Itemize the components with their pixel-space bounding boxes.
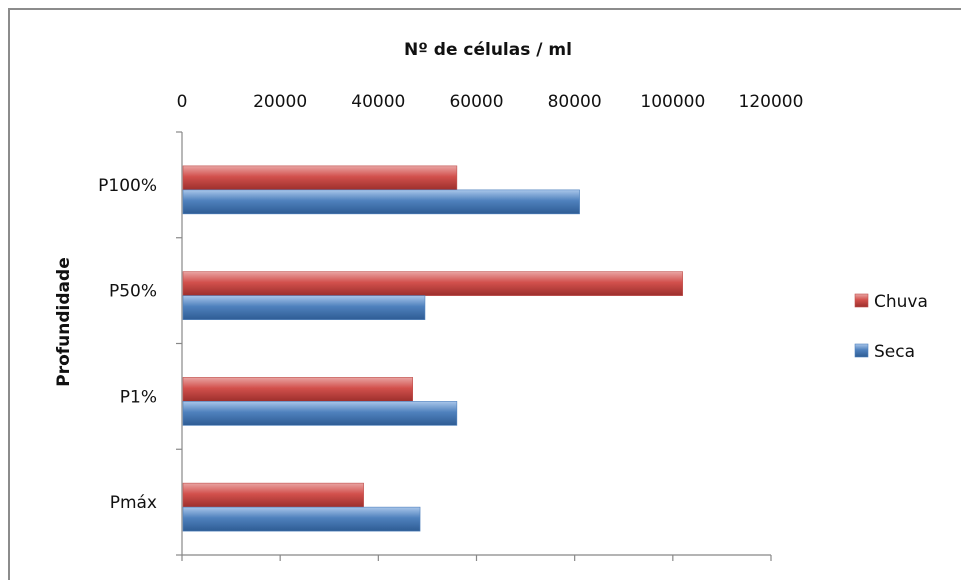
bar-seca-2 [182, 401, 458, 426]
category-labels: P100% P50% P1% Pmáx [98, 176, 157, 513]
x-tick-label: 100000 [640, 92, 705, 112]
category-label: Pmáx [110, 493, 157, 513]
x-axis-tick-labels: 0 20000 40000 60000 80000 100000 120000 [177, 92, 804, 112]
legend: Chuva Seca [854, 292, 928, 362]
category-label: P50% [109, 282, 157, 302]
bar-chuva-2 [182, 377, 413, 402]
category-label: P1% [120, 387, 157, 407]
legend-swatch-chuva [854, 293, 869, 308]
legend-label-seca: Seca [874, 342, 915, 362]
legend-swatch-seca [854, 343, 869, 358]
bar-chuva-3 [182, 482, 364, 508]
bar-chuva-1 [182, 271, 683, 296]
category-label: P100% [98, 176, 157, 196]
x-tick-label: 60000 [449, 92, 503, 112]
bar-seca-3 [182, 506, 421, 532]
bar-seca-1 [182, 295, 426, 320]
x-tick-label: 120000 [739, 92, 804, 112]
x-tick-label: 20000 [253, 92, 307, 112]
legend-label-chuva: Chuva [874, 292, 928, 312]
chart-title: Nº de células / ml [404, 40, 572, 60]
bars [182, 165, 683, 532]
bar-chuva-0 [182, 165, 458, 191]
y-axis-label: Profundidade [54, 257, 74, 386]
x-tick-label: 0 [177, 92, 188, 112]
bar-seca-0 [182, 189, 580, 215]
x-tick-label: 80000 [548, 92, 602, 112]
x-tick-label: 40000 [351, 92, 405, 112]
axis-lines [176, 131, 772, 561]
